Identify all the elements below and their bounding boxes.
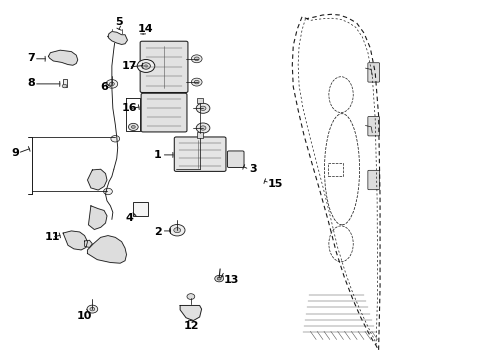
FancyBboxPatch shape — [140, 41, 187, 93]
FancyBboxPatch shape — [227, 151, 244, 167]
Circle shape — [186, 294, 194, 300]
Circle shape — [200, 106, 205, 111]
Bar — [196, 132, 203, 138]
Polygon shape — [88, 206, 107, 229]
FancyBboxPatch shape — [367, 63, 379, 82]
Circle shape — [200, 126, 205, 130]
Text: 15: 15 — [267, 179, 283, 189]
Polygon shape — [48, 50, 78, 65]
Circle shape — [87, 305, 98, 313]
Text: 7: 7 — [27, 53, 35, 63]
Circle shape — [128, 123, 138, 131]
Text: 2: 2 — [154, 227, 161, 237]
Circle shape — [137, 59, 155, 72]
Text: 10: 10 — [76, 311, 91, 320]
Polygon shape — [180, 306, 201, 320]
FancyBboxPatch shape — [367, 117, 379, 136]
Circle shape — [196, 103, 209, 113]
Circle shape — [142, 63, 150, 69]
Circle shape — [169, 225, 184, 236]
Bar — [196, 98, 203, 103]
Circle shape — [191, 55, 202, 63]
FancyBboxPatch shape — [141, 93, 186, 132]
Text: 8: 8 — [27, 78, 35, 88]
Text: 6: 6 — [101, 82, 108, 92]
Text: 16: 16 — [122, 103, 137, 113]
Text: 14: 14 — [137, 24, 153, 35]
Circle shape — [111, 135, 120, 142]
Circle shape — [109, 82, 114, 86]
Circle shape — [144, 65, 147, 67]
Text: 9: 9 — [11, 148, 19, 158]
Text: 5: 5 — [115, 17, 122, 27]
Text: 3: 3 — [249, 164, 257, 174]
Circle shape — [106, 80, 118, 88]
Circle shape — [196, 123, 209, 133]
Bar — [63, 79, 66, 87]
Text: 12: 12 — [183, 321, 199, 331]
Polygon shape — [63, 231, 87, 250]
Text: 13: 13 — [224, 275, 239, 285]
Circle shape — [214, 275, 223, 282]
Circle shape — [217, 277, 221, 280]
FancyBboxPatch shape — [367, 170, 379, 190]
Circle shape — [194, 80, 199, 84]
FancyBboxPatch shape — [174, 137, 225, 171]
Circle shape — [173, 228, 180, 233]
Circle shape — [131, 126, 135, 129]
Polygon shape — [87, 169, 107, 190]
Text: 4: 4 — [125, 213, 133, 222]
Polygon shape — [84, 240, 92, 247]
Circle shape — [103, 188, 112, 195]
Circle shape — [194, 57, 199, 60]
Bar — [133, 202, 148, 216]
Polygon shape — [87, 235, 126, 263]
Text: 1: 1 — [154, 150, 161, 160]
Text: 11: 11 — [44, 232, 60, 242]
Circle shape — [62, 84, 67, 88]
Circle shape — [191, 78, 202, 86]
Polygon shape — [108, 32, 127, 44]
Circle shape — [90, 307, 95, 311]
Bar — [328, 163, 342, 176]
Text: 17: 17 — [122, 61, 137, 71]
